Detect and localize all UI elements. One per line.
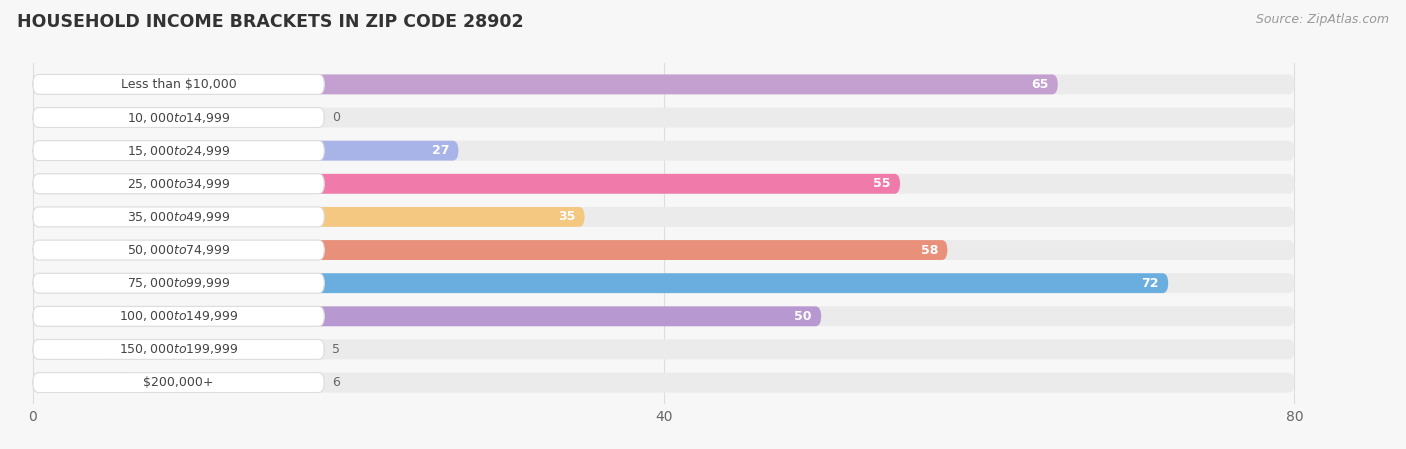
FancyBboxPatch shape	[32, 373, 1295, 392]
FancyBboxPatch shape	[32, 339, 111, 359]
Text: Less than $10,000: Less than $10,000	[121, 78, 236, 91]
FancyBboxPatch shape	[32, 273, 1295, 293]
FancyBboxPatch shape	[32, 75, 1057, 94]
FancyBboxPatch shape	[32, 174, 325, 194]
FancyBboxPatch shape	[32, 373, 128, 392]
FancyBboxPatch shape	[32, 373, 325, 392]
Text: Source: ZipAtlas.com: Source: ZipAtlas.com	[1256, 13, 1389, 26]
Text: 0: 0	[332, 111, 340, 124]
FancyBboxPatch shape	[32, 141, 458, 161]
FancyBboxPatch shape	[32, 339, 325, 359]
Text: 5: 5	[332, 343, 340, 356]
FancyBboxPatch shape	[32, 240, 948, 260]
FancyBboxPatch shape	[32, 174, 1295, 194]
Text: 27: 27	[432, 144, 449, 157]
Text: 72: 72	[1142, 277, 1159, 290]
Text: $150,000 to $199,999: $150,000 to $199,999	[120, 343, 238, 357]
Text: 6: 6	[332, 376, 340, 389]
FancyBboxPatch shape	[32, 306, 821, 326]
FancyBboxPatch shape	[32, 75, 325, 94]
Text: 65: 65	[1031, 78, 1049, 91]
FancyBboxPatch shape	[32, 174, 900, 194]
Text: HOUSEHOLD INCOME BRACKETS IN ZIP CODE 28902: HOUSEHOLD INCOME BRACKETS IN ZIP CODE 28…	[17, 13, 523, 31]
Text: $25,000 to $34,999: $25,000 to $34,999	[127, 177, 231, 191]
FancyBboxPatch shape	[32, 207, 1295, 227]
FancyBboxPatch shape	[32, 339, 1295, 359]
Text: 35: 35	[558, 211, 575, 224]
Text: 55: 55	[873, 177, 890, 190]
Text: $10,000 to $14,999: $10,000 to $14,999	[127, 110, 231, 124]
Text: $75,000 to $99,999: $75,000 to $99,999	[127, 276, 231, 290]
Text: $50,000 to $74,999: $50,000 to $74,999	[127, 243, 231, 257]
Text: 58: 58	[921, 243, 938, 256]
Text: $200,000+: $200,000+	[143, 376, 214, 389]
FancyBboxPatch shape	[32, 306, 325, 326]
Text: 50: 50	[794, 310, 811, 323]
FancyBboxPatch shape	[32, 306, 1295, 326]
Text: $15,000 to $24,999: $15,000 to $24,999	[127, 144, 231, 158]
FancyBboxPatch shape	[32, 273, 325, 293]
FancyBboxPatch shape	[32, 108, 325, 128]
FancyBboxPatch shape	[32, 207, 585, 227]
FancyBboxPatch shape	[32, 141, 325, 161]
FancyBboxPatch shape	[32, 141, 1295, 161]
FancyBboxPatch shape	[32, 108, 1295, 128]
FancyBboxPatch shape	[32, 75, 1295, 94]
Text: $100,000 to $149,999: $100,000 to $149,999	[120, 309, 238, 323]
FancyBboxPatch shape	[32, 207, 325, 227]
Text: $35,000 to $49,999: $35,000 to $49,999	[127, 210, 231, 224]
FancyBboxPatch shape	[32, 273, 1168, 293]
FancyBboxPatch shape	[32, 240, 325, 260]
FancyBboxPatch shape	[32, 240, 1295, 260]
